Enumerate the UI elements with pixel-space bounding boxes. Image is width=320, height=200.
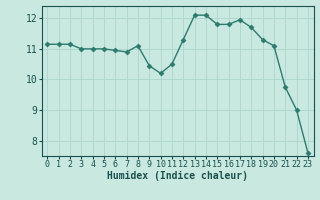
X-axis label: Humidex (Indice chaleur): Humidex (Indice chaleur) bbox=[107, 171, 248, 181]
